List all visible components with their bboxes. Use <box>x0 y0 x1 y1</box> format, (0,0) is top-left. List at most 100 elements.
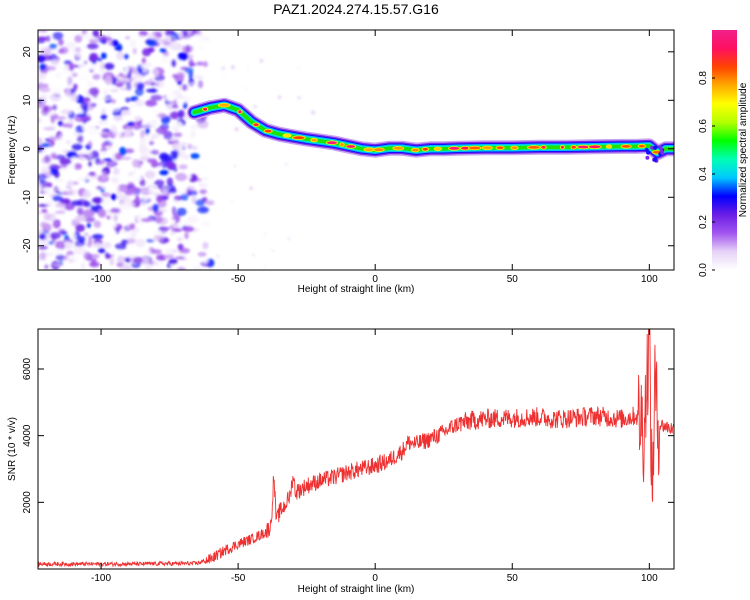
ridge-hotspot <box>218 103 230 107</box>
ridge-hotspot <box>422 147 428 151</box>
noise-blob <box>130 96 139 102</box>
noise-blob <box>134 75 145 83</box>
noise-blob <box>152 203 159 212</box>
x-tick-label: -50 <box>231 573 246 584</box>
noise-blob <box>184 232 189 240</box>
noise-blob <box>113 174 119 178</box>
y-tick-label: 0 <box>22 146 33 152</box>
noise-blob <box>59 157 72 166</box>
noise-blob <box>52 104 57 111</box>
noise-blob <box>145 239 155 243</box>
noise-blob <box>106 146 111 150</box>
noise-blob <box>68 255 76 260</box>
noise-blob <box>41 142 51 148</box>
noise-blob <box>54 210 66 214</box>
noise-blob <box>106 30 112 37</box>
noise-blob <box>77 59 86 69</box>
ridge-hotspot <box>511 146 518 150</box>
noise-blob <box>157 199 167 208</box>
noise-blob <box>105 103 114 113</box>
noise-speck <box>277 95 282 100</box>
noise-blob <box>102 88 109 96</box>
noise-blob <box>139 155 150 161</box>
noise-blob <box>195 199 206 207</box>
ridge-hotspot <box>311 138 317 142</box>
ridge-hotspot <box>327 141 337 145</box>
noise-blob <box>86 43 99 50</box>
noise-blob <box>101 96 112 101</box>
noise-blob <box>188 71 194 80</box>
noise-blob <box>111 77 117 86</box>
noise-blob <box>55 240 65 250</box>
noise-blob <box>131 169 137 175</box>
noise-blob <box>66 188 78 196</box>
noise-blob <box>177 220 184 229</box>
noise-blob <box>150 94 163 101</box>
noise-blob <box>125 238 136 244</box>
noise-blob <box>93 220 102 228</box>
noise-blob <box>44 131 57 136</box>
noise-blob <box>63 235 70 240</box>
noise-blob <box>76 134 84 143</box>
noise-blob <box>73 83 78 90</box>
ridge-hotspot <box>412 148 419 152</box>
ridge-hotspot <box>374 148 384 152</box>
noise-blob <box>150 108 161 115</box>
noise-blob <box>196 39 208 44</box>
noise-blob <box>91 234 104 240</box>
noise-blob <box>175 172 188 182</box>
spectrogram-y-axis-label: Frequency (Hz) <box>7 116 18 185</box>
ridge-hotspot <box>541 145 546 149</box>
noise-blob <box>157 113 167 118</box>
noise-blob <box>39 251 47 261</box>
noise-blob <box>87 161 93 168</box>
x-tick-label: 100 <box>641 573 658 584</box>
noise-blob <box>155 82 160 87</box>
noise-blob <box>200 176 211 185</box>
noise-speck <box>297 96 301 100</box>
colorbar-tick-label: 0.8 <box>698 71 709 85</box>
noise-blob <box>43 127 55 131</box>
noise-blob <box>148 100 153 104</box>
noise-blob <box>142 69 148 74</box>
ridge-cluster-blob <box>645 155 650 160</box>
noise-blob <box>38 117 42 123</box>
noise-blob <box>153 179 165 186</box>
colorbar-ticks: 0.0 0.2 0.4 0.6 0.8 <box>698 71 715 277</box>
noise-blob <box>126 201 136 207</box>
noise-speck <box>204 178 207 180</box>
noise-speck <box>259 58 264 63</box>
noise-blob <box>161 196 168 200</box>
noise-blob <box>90 258 97 262</box>
ridge-hotspot <box>253 123 259 127</box>
noise-blob <box>75 125 85 134</box>
noise-speck <box>221 66 225 70</box>
noise-blob <box>116 51 125 61</box>
noise-blob <box>100 131 112 139</box>
noise-blob <box>169 230 176 236</box>
x-tick-label: 0 <box>372 274 378 285</box>
noise-blob <box>175 267 187 270</box>
noise-blob <box>83 200 92 208</box>
noise-blob <box>52 263 63 267</box>
noise-blob <box>38 245 48 250</box>
noise-blob <box>48 241 54 245</box>
noise-blob <box>169 187 178 194</box>
noise-blob <box>40 94 47 104</box>
x-tick-label: 50 <box>507 274 519 285</box>
noise-blob <box>158 226 170 231</box>
noise-blob <box>178 164 188 170</box>
noise-blob <box>153 216 163 223</box>
y-tick-label: -10 <box>22 190 33 205</box>
noise-blob <box>169 225 174 229</box>
noise-blob <box>148 140 155 146</box>
noise-speck <box>311 110 316 115</box>
noise-speck <box>234 127 239 132</box>
noise-blob <box>205 200 215 206</box>
noise-blob <box>52 195 63 202</box>
noise-blob <box>146 88 159 93</box>
noise-blob <box>95 160 106 165</box>
noise-blob <box>57 38 64 46</box>
noise-blob <box>180 66 189 71</box>
colorbar-tick-label: 0.0 <box>698 263 709 277</box>
